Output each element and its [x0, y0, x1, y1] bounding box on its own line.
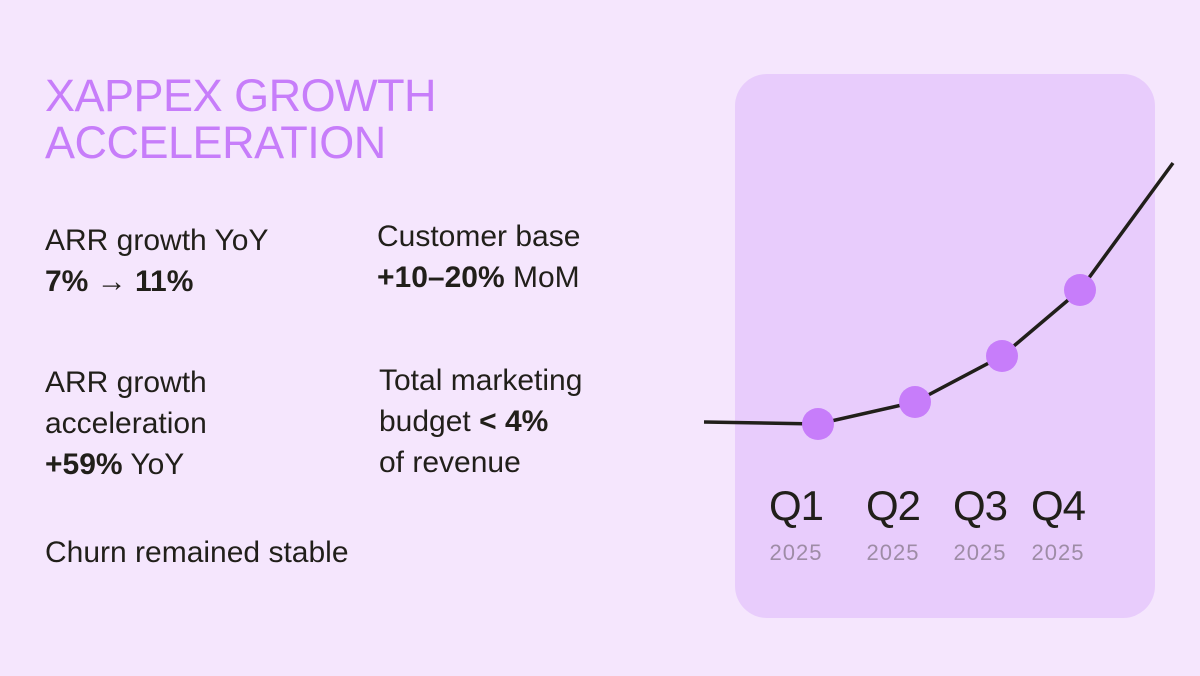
stat-marketing-budget: Total marketing budget < 4% of revenue — [379, 360, 582, 483]
stat-label: acceleration — [45, 407, 207, 440]
title-line-2: ACCELERATION — [45, 117, 386, 168]
x-tick-sublabel: 2025 — [1031, 540, 1085, 565]
stat-value: < 4% — [479, 405, 549, 438]
stat-value: +10–20% — [377, 261, 505, 294]
x-tick-sublabel: 2025 — [866, 540, 920, 565]
stat-value: +59% — [45, 448, 123, 481]
series-line — [703, 161, 1175, 426]
data-point-q1 — [802, 408, 834, 440]
x-tick-sublabel: 2025 — [953, 540, 1007, 565]
stat-arr-growth-yoy: ARR growth YoY 7% → 11% — [45, 220, 268, 302]
stat-churn: Churn remained stable — [45, 532, 349, 573]
stat-label: ARR growth YoY — [45, 224, 269, 257]
stat-suffix: YoY — [122, 448, 185, 481]
x-tick-label: Q1 — [768, 482, 824, 529]
x-tick-label: Q2 — [865, 482, 921, 529]
stat-label: budget — [379, 405, 480, 438]
page-title: XAPPEX GROWTH ACCELERATION — [45, 70, 437, 168]
x-tick-label: Q3 — [952, 482, 1008, 529]
stat-label: ARR growth — [45, 366, 207, 399]
stat-label: Churn remained stable — [45, 536, 349, 569]
data-point-q3 — [986, 340, 1018, 372]
stat-label: Customer base — [377, 220, 581, 253]
stat-arr-acceleration: ARR growth acceleration +59% YoY — [45, 362, 207, 485]
chart-card — [735, 74, 1155, 618]
x-tick-sublabel: 2025 — [769, 540, 823, 565]
stat-label: of revenue — [379, 446, 521, 479]
stat-suffix: MoM — [504, 261, 580, 294]
data-point-q4 — [1064, 274, 1096, 306]
x-tick-label: Q4 — [1030, 482, 1086, 529]
stat-customer-base: Customer base +10–20% MoM — [377, 216, 580, 298]
title-line-1: XAPPEX GROWTH — [45, 70, 437, 121]
stat-value: 7% → 11% — [45, 265, 194, 298]
stat-label: Total marketing — [379, 364, 583, 397]
data-point-q2 — [899, 386, 931, 418]
